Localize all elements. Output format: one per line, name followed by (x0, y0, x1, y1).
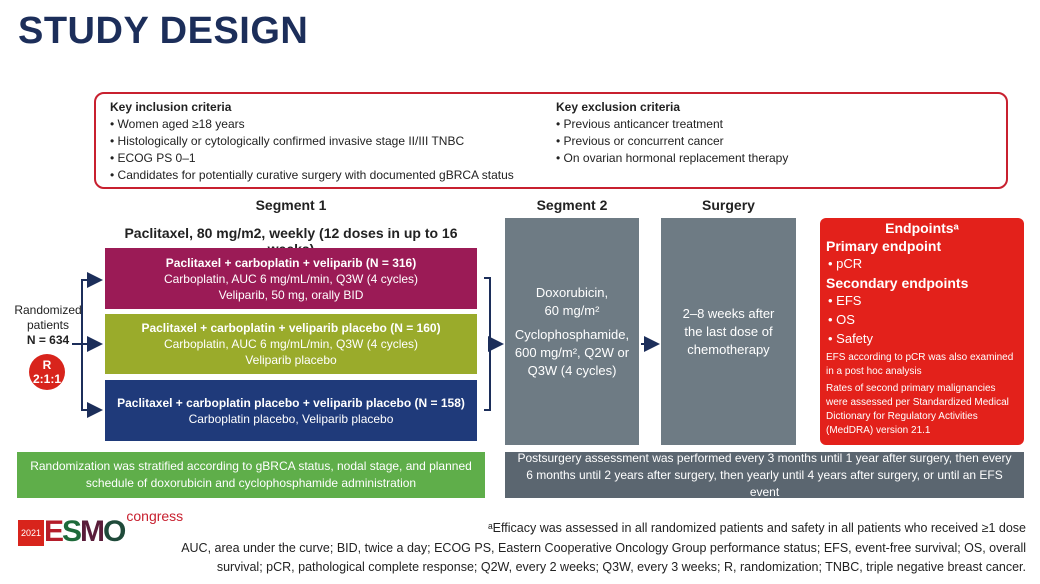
abbreviations-line2: survival; pCR, pathological complete res… (216, 560, 1026, 574)
surgery-text: chemotherapy (687, 341, 770, 357)
primary-endpoint-item: • pCR (828, 256, 863, 271)
arm-detail: Veliparib placebo (245, 353, 337, 367)
secondary-endpoint-item: • OS (828, 312, 855, 327)
segment2-text: 600 mg/m², Q2W or (514, 344, 630, 360)
secondary-endpoint-item: • EFS (828, 293, 862, 308)
inclusion-heading: Key inclusion criteria (110, 100, 232, 114)
abbreviations-line1: AUC, area under the curve; BID, twice a … (181, 541, 1026, 555)
segment1-header: Segment 1 (255, 197, 327, 213)
arm-detail: Carboplatin, AUC 6 mg/mL/min, Q3W (4 cyc… (163, 271, 419, 286)
criteria-box: Key inclusion criteria Women aged ≥18 ye… (94, 92, 1008, 189)
surgery-text: 2–8 weeks after (682, 305, 775, 321)
surgery-box: 2–8 weeks after the last dose of chemoth… (661, 218, 796, 445)
bracket-right (484, 277, 491, 411)
inclusion-item: Candidates for potentially curative surg… (110, 167, 546, 184)
surgery-text: the last dose of (684, 323, 773, 339)
segment2-text: 60 mg/m² (544, 302, 600, 318)
segment2-text: Doxorubicin, (535, 284, 609, 300)
arm-veliparib: Paclitaxel + carboplatin + veliparib (N … (105, 248, 477, 309)
inclusion-criteria: Key inclusion criteria Women aged ≥18 ye… (110, 100, 546, 184)
randomized-n: N = 634 (26, 333, 70, 347)
randomization-badge: R 2:1:1 (29, 354, 65, 390)
stratification-box: Randomization was stratified according t… (17, 452, 485, 498)
randomized-patients: Randomized patients N = 634 (4, 303, 92, 348)
secondary-endpoint-heading: Secondary endpoints (826, 275, 969, 291)
r-label: R (42, 358, 52, 372)
secondary-endpoint-item: • Safety (828, 331, 874, 346)
endpoints-header: Endpointsᵃ (885, 220, 959, 236)
segment2-box: Doxorubicin, 60 mg/m² Cyclophosphamide, … (505, 218, 639, 445)
page-title: STUDY DESIGN (18, 10, 309, 52)
arm-double-placebo: Paclitaxel + carboplatin placebo + velip… (105, 380, 477, 441)
esmo-logo: 2021 ESMO congress (18, 508, 183, 548)
primary-endpoint-heading: Primary endpoint (826, 238, 942, 254)
endpoints-box: Endpointsᵃ Primary endpoint • pCR Second… (820, 218, 1024, 445)
exclusion-item: Previous or concurrent cancer (556, 133, 992, 150)
exclusion-heading: Key exclusion criteria (556, 100, 681, 114)
arm-detail: Carboplatin placebo, Veliparib placebo (188, 411, 394, 426)
footnote-efficacy: ᵃEfficacy was assessed in all randomized… (488, 521, 1026, 535)
postsurgery-box: Postsurgery assessment was performed eve… (505, 451, 1024, 499)
endpoints-note: Rates of second primary malignancies wer… (826, 383, 1009, 436)
exclusion-criteria: Key exclusion criteria Previous anticanc… (546, 100, 992, 181)
randomized-label: patients (26, 318, 70, 332)
arm-title: Paclitaxel + carboplatin placebo + velip… (117, 395, 465, 410)
arm-detail: Veliparib, 50 mg, orally BID (218, 287, 364, 302)
randomized-label: Randomized (14, 303, 82, 317)
inclusion-item: ECOG PS 0–1 (110, 150, 546, 167)
segment2-text: Cyclophosphamide, (514, 326, 630, 342)
exclusion-item: On ovarian hormonal replacement therapy (556, 150, 992, 167)
ratio-label: 2:1:1 (32, 372, 61, 386)
logo-name: ESMO (44, 515, 126, 548)
inclusion-item: Histologically or cytologically confirme… (110, 133, 546, 150)
inclusion-item: Women aged ≥18 years (110, 116, 546, 133)
arm-veliparib-placebo: Paclitaxel + carboplatin + veliparib pla… (105, 314, 477, 374)
exclusion-item: Previous anticancer treatment (556, 116, 992, 133)
logo-year: 2021 (18, 520, 44, 546)
arm-detail: Carboplatin, AUC 6 mg/mL/min, Q3W (4 cyc… (163, 337, 419, 351)
segment2-text: Q3W (4 cycles) (527, 362, 617, 378)
arm-title: Paclitaxel + carboplatin + veliparib (N … (165, 255, 417, 270)
surgery-header: Surgery (702, 197, 755, 213)
logo-suffix: congress (126, 508, 184, 524)
segment2-header: Segment 2 (536, 197, 608, 213)
endpoints-note: EFS according to pCR was also examined i… (826, 352, 1014, 377)
arm-title: Paclitaxel + carboplatin + veliparib pla… (141, 321, 441, 335)
